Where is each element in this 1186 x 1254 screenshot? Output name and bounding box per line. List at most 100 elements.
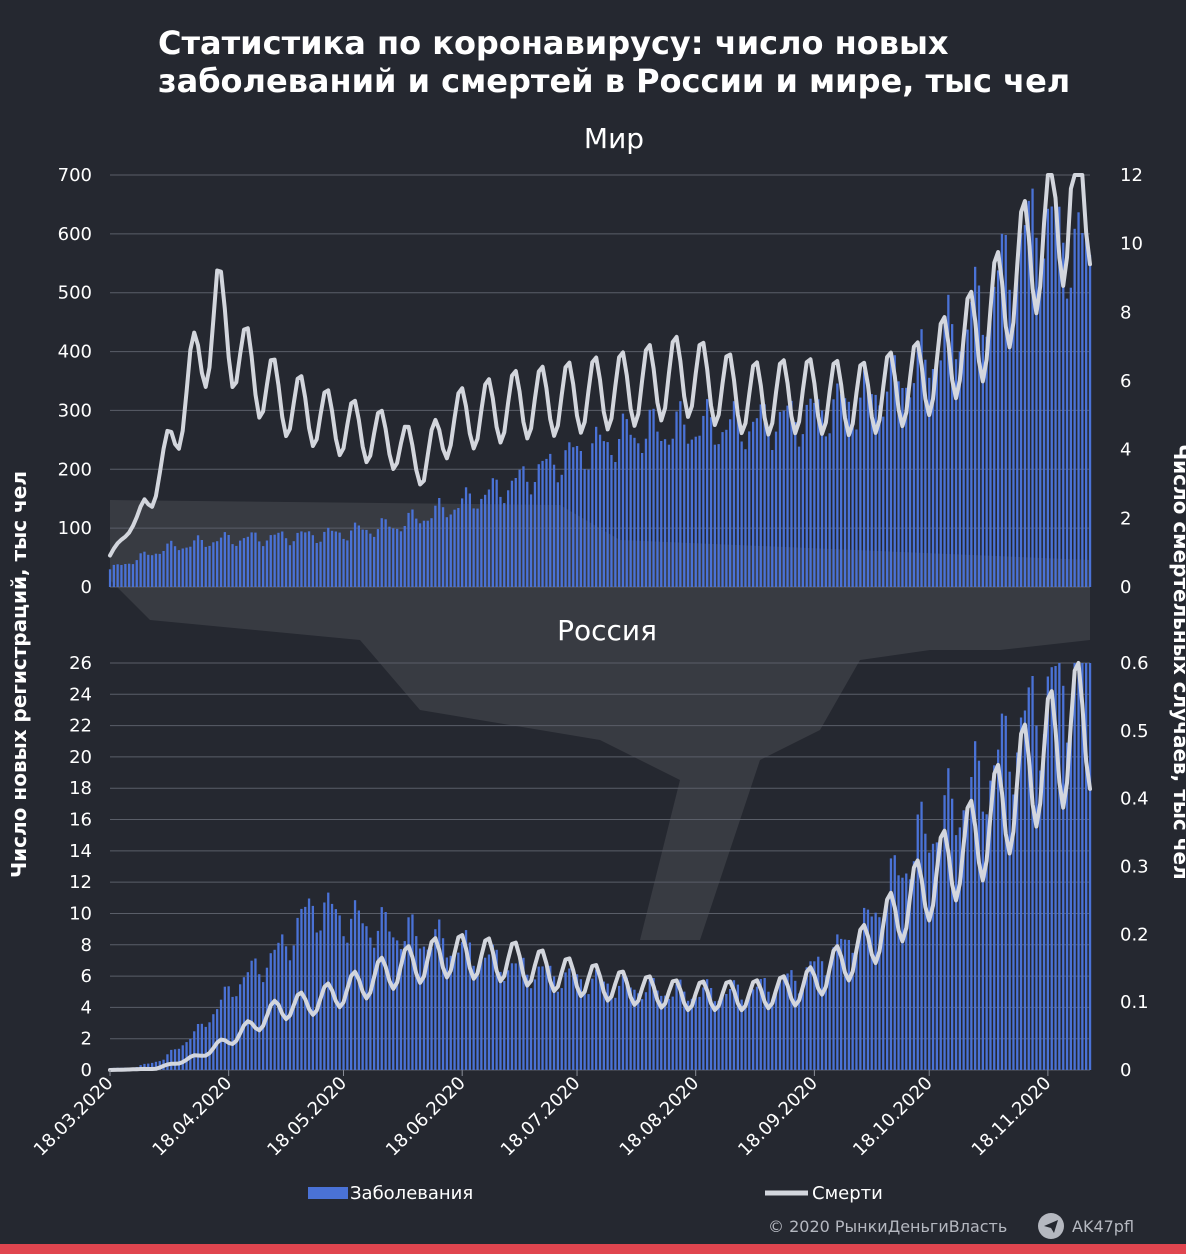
russia-case-bar bbox=[644, 992, 648, 1070]
russia-case-bar bbox=[250, 960, 253, 1070]
world-case-bar bbox=[859, 397, 862, 587]
russia-left-tick-12: 24 bbox=[69, 684, 92, 705]
world-case-bar bbox=[495, 479, 498, 587]
world-case-bar bbox=[277, 532, 280, 587]
world-case-bar bbox=[583, 469, 586, 587]
russia-case-bar bbox=[801, 985, 804, 1070]
russia-case-bar bbox=[809, 961, 812, 1070]
world-case-bar bbox=[510, 480, 514, 587]
russia-case-bar bbox=[449, 955, 452, 1070]
russia-case-bar bbox=[231, 996, 234, 1070]
russia-case-bar bbox=[537, 966, 540, 1070]
russia-case-bar bbox=[997, 749, 1000, 1070]
russia-case-bar bbox=[1050, 667, 1053, 1070]
russia-case-bar bbox=[717, 1001, 720, 1070]
world-case-bar bbox=[1008, 289, 1011, 587]
world-case-bar bbox=[874, 394, 877, 587]
x-tick-label-2: 18.05.2020 bbox=[263, 1073, 351, 1161]
world-case-bar bbox=[258, 541, 261, 587]
world-case-bar bbox=[541, 460, 544, 587]
world-case-bar bbox=[614, 462, 617, 587]
world-case-bar bbox=[158, 553, 161, 587]
russia-case-bar bbox=[154, 1061, 158, 1070]
world-case-bar bbox=[790, 400, 793, 587]
world-case-bar bbox=[284, 538, 288, 587]
russia-case-bar bbox=[353, 900, 357, 1070]
russia-case-bar bbox=[656, 990, 659, 1070]
russia-case-bar bbox=[273, 949, 276, 1070]
world-case-bar bbox=[173, 546, 177, 587]
russia-case-bar bbox=[1004, 715, 1007, 1070]
world-case-bar bbox=[453, 509, 456, 587]
world-case-bar bbox=[629, 434, 632, 587]
russia-case-bar bbox=[472, 965, 475, 1070]
russia-case-bar bbox=[1023, 710, 1027, 1070]
world-case-bar bbox=[836, 383, 839, 587]
russia-case-bar bbox=[824, 975, 827, 1070]
russia-case-bar bbox=[977, 760, 981, 1070]
russia-left-tick-13: 26 bbox=[69, 653, 92, 674]
russia-case-bar bbox=[227, 986, 230, 1070]
world-case-bar bbox=[254, 532, 257, 587]
russia-case-bar bbox=[989, 780, 992, 1070]
russia-case-bar bbox=[767, 991, 770, 1070]
world-case-bar bbox=[732, 401, 736, 587]
russia-case-bar bbox=[177, 1048, 181, 1070]
world-case-bar bbox=[537, 464, 540, 587]
world-case-bar bbox=[185, 547, 188, 587]
russia-case-bar bbox=[859, 930, 862, 1070]
world-right-tick-0: 0 bbox=[1120, 577, 1131, 598]
russia-case-bar bbox=[610, 992, 613, 1070]
russia-case-bar bbox=[384, 912, 387, 1070]
world-case-bar bbox=[476, 508, 479, 587]
world-case-bar bbox=[430, 518, 433, 587]
world-case-bar bbox=[805, 404, 808, 587]
russia-case-bar bbox=[683, 991, 686, 1070]
world-case-bar bbox=[396, 528, 399, 587]
russia-left-tick-10: 20 bbox=[69, 747, 92, 768]
russia-case-bar bbox=[748, 994, 751, 1070]
russia-case-bar bbox=[732, 980, 736, 1070]
world-case-bar bbox=[924, 359, 927, 587]
russia-case-bar bbox=[1027, 687, 1030, 1070]
world-case-bar bbox=[552, 464, 556, 587]
world-case-bar bbox=[637, 443, 640, 587]
russia-case-bar bbox=[759, 979, 762, 1070]
russia-case-bar bbox=[805, 967, 808, 1070]
world-cases-bars bbox=[108, 188, 1092, 588]
russia-case-bar bbox=[193, 1031, 196, 1070]
world-case-bar bbox=[549, 453, 552, 587]
world-case-bar bbox=[981, 334, 984, 587]
world-case-bar bbox=[418, 523, 422, 587]
world-case-bar bbox=[656, 431, 659, 587]
russia-case-bar bbox=[518, 958, 521, 1070]
russia-case-bar bbox=[464, 930, 468, 1070]
world-case-bar bbox=[729, 419, 732, 587]
world-case-bar bbox=[606, 442, 609, 587]
russia-case-bar bbox=[572, 973, 575, 1070]
russia-case-bar bbox=[782, 977, 785, 1070]
russia-case-bar bbox=[817, 956, 820, 1070]
world-case-bar bbox=[491, 478, 494, 587]
world-case-bar bbox=[499, 496, 502, 587]
world-case-bar bbox=[311, 535, 314, 587]
russia-case-bar bbox=[181, 1045, 184, 1070]
world-case-bar bbox=[882, 416, 885, 587]
russia-case-bar bbox=[771, 999, 774, 1070]
russia-case-bar bbox=[461, 942, 464, 1070]
world-case-bar bbox=[828, 433, 831, 587]
world-case-bar bbox=[300, 531, 303, 587]
russia-case-bar bbox=[920, 801, 923, 1070]
russia-case-bar bbox=[350, 918, 353, 1070]
russia-case-bar bbox=[790, 970, 793, 1070]
russia-left-tick-5: 10 bbox=[69, 903, 92, 924]
russia-case-bar bbox=[541, 966, 544, 1070]
russia-case-bar bbox=[311, 905, 314, 1070]
world-case-bar bbox=[193, 540, 196, 587]
world-case-bar bbox=[782, 410, 785, 587]
russia-case-bar bbox=[958, 827, 961, 1070]
world-case-bar bbox=[610, 455, 613, 587]
world-case-bar bbox=[774, 431, 778, 587]
world-case-bar bbox=[1023, 225, 1027, 587]
world-case-bar bbox=[568, 442, 571, 587]
